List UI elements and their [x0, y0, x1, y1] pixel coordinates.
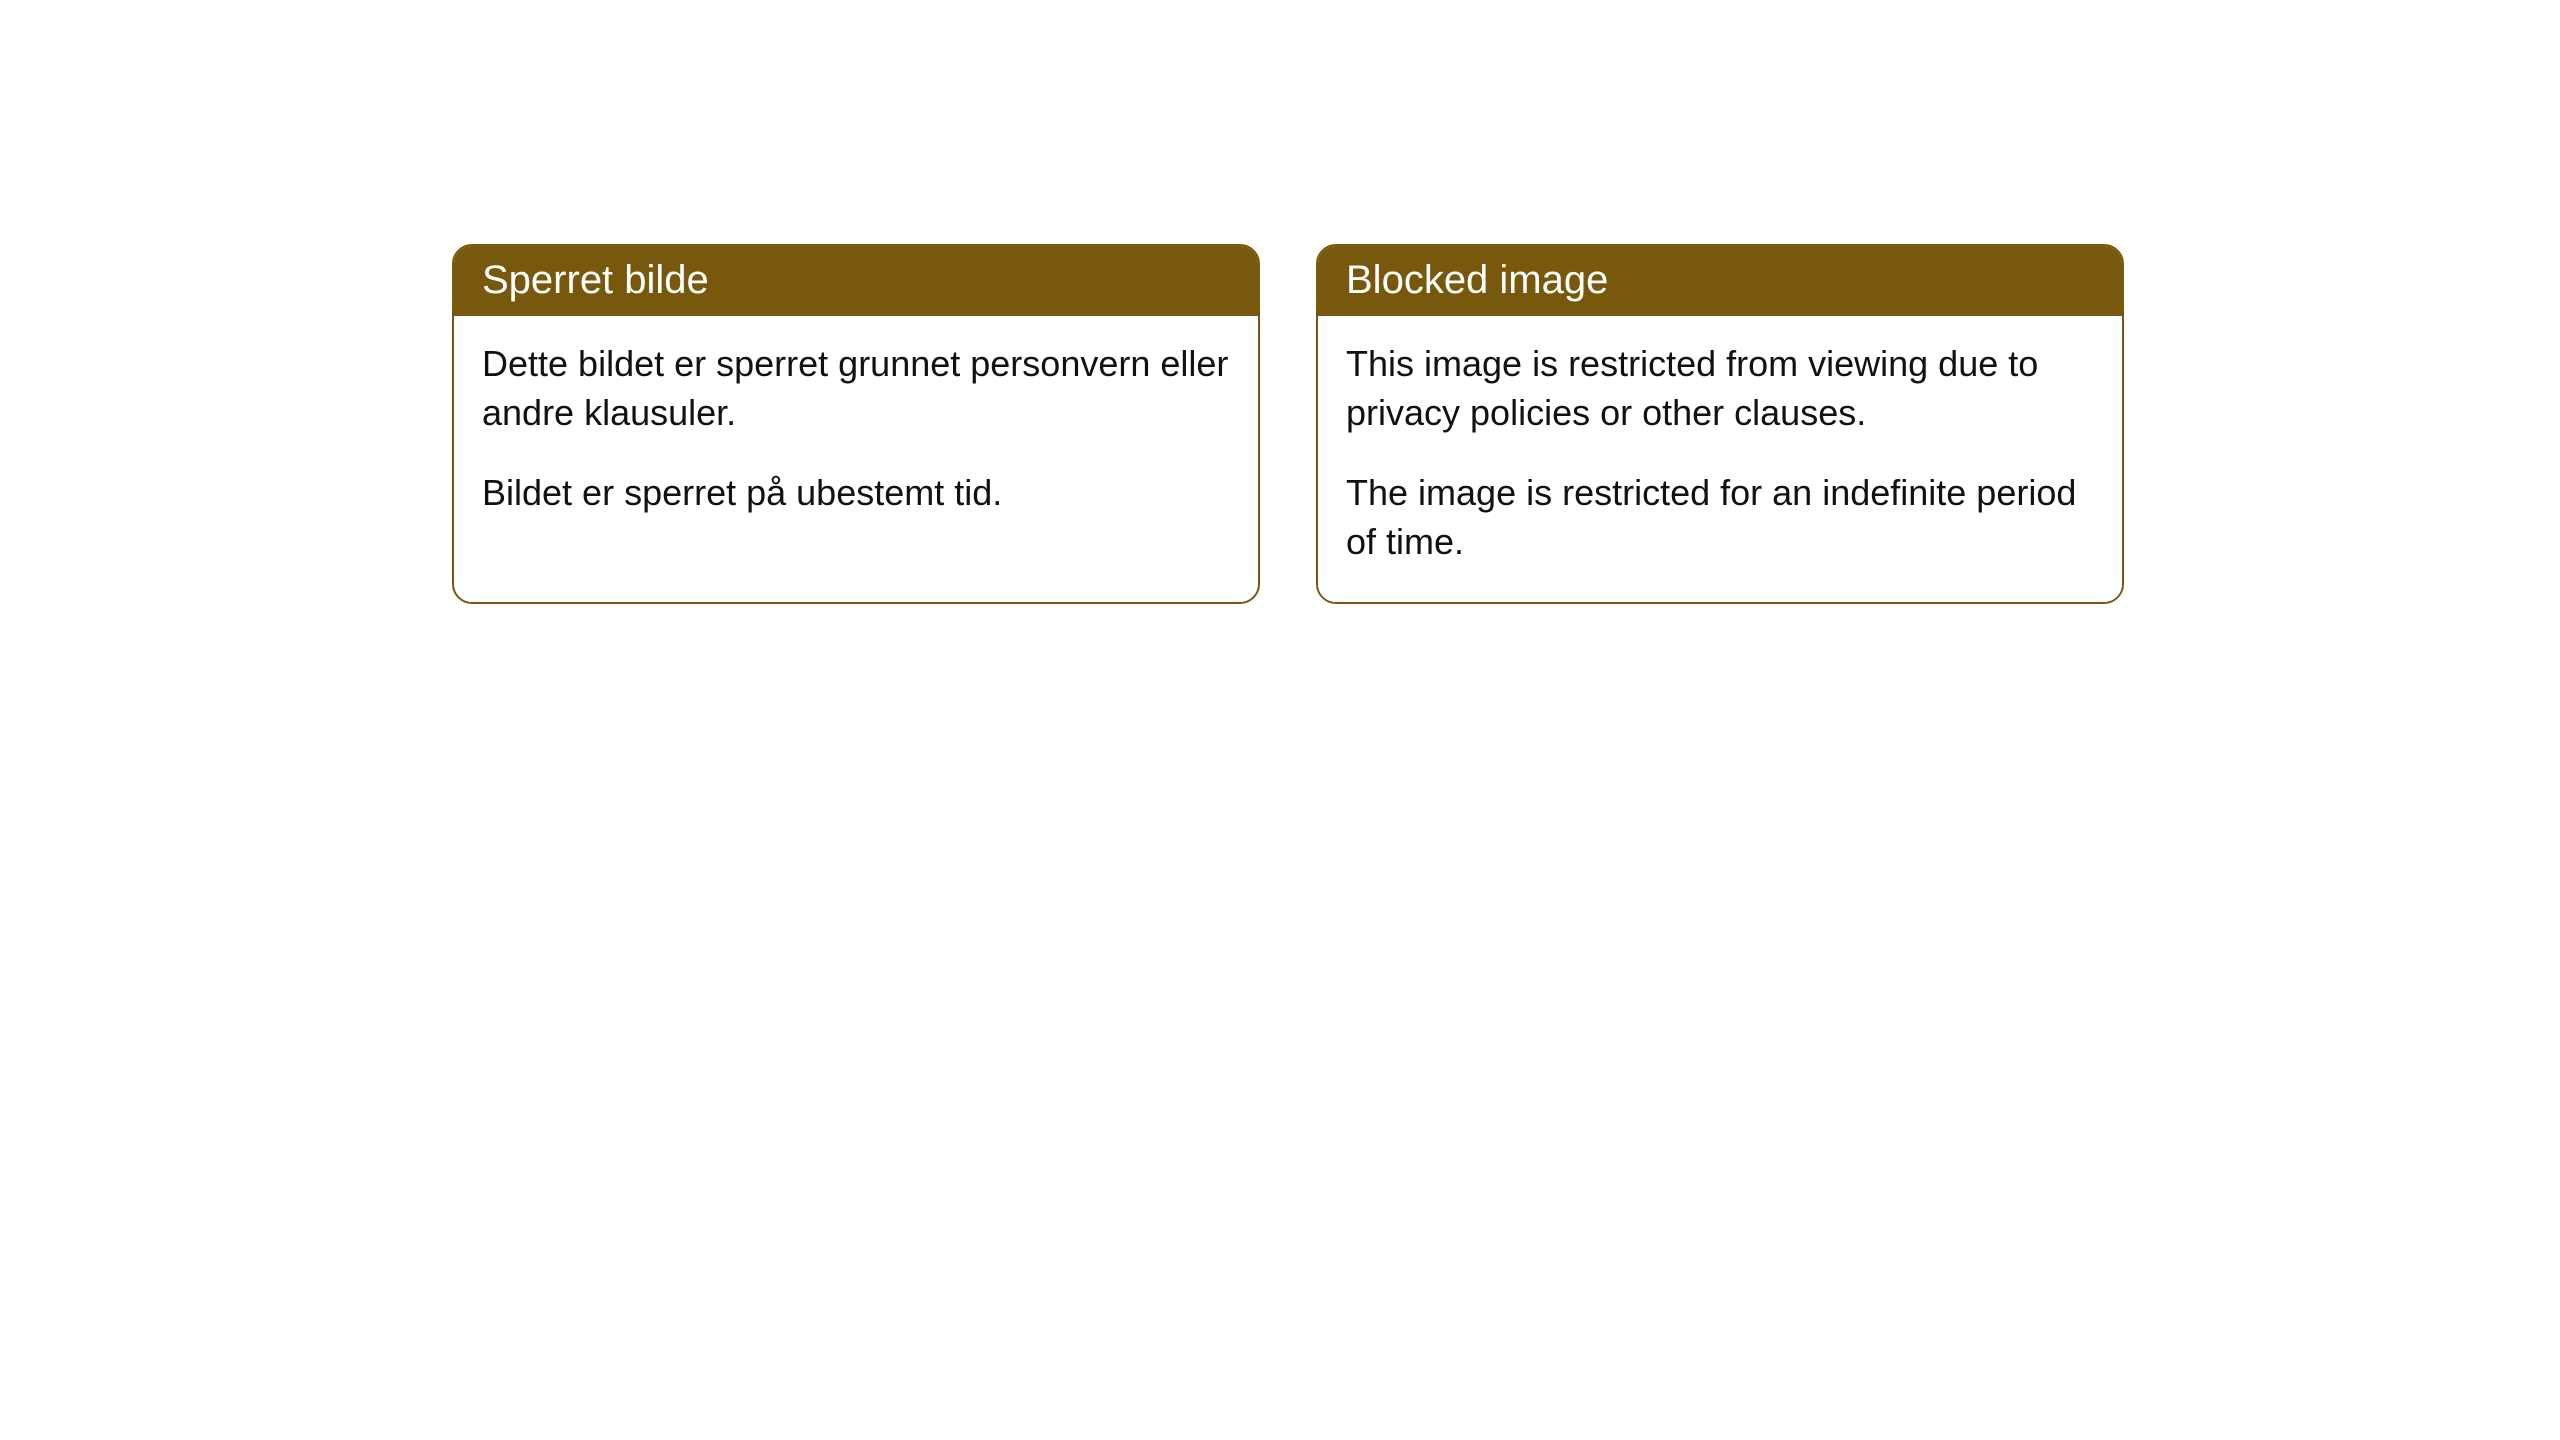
- card-paragraph-1-english: This image is restricted from viewing du…: [1346, 340, 2094, 437]
- card-header-norwegian: Sperret bilde: [454, 246, 1258, 316]
- notice-container: Sperret bilde Dette bildet er sperret gr…: [0, 0, 2560, 604]
- blocked-image-card-norwegian: Sperret bilde Dette bildet er sperret gr…: [452, 244, 1260, 604]
- card-paragraph-2-norwegian: Bildet er sperret på ubestemt tid.: [482, 469, 1230, 518]
- card-body-norwegian: Dette bildet er sperret grunnet personve…: [454, 316, 1258, 554]
- card-paragraph-2-english: The image is restricted for an indefinit…: [1346, 469, 2094, 566]
- card-body-english: This image is restricted from viewing du…: [1318, 316, 2122, 602]
- blocked-image-card-english: Blocked image This image is restricted f…: [1316, 244, 2124, 604]
- card-header-english: Blocked image: [1318, 246, 2122, 316]
- card-paragraph-1-norwegian: Dette bildet er sperret grunnet personve…: [482, 340, 1230, 437]
